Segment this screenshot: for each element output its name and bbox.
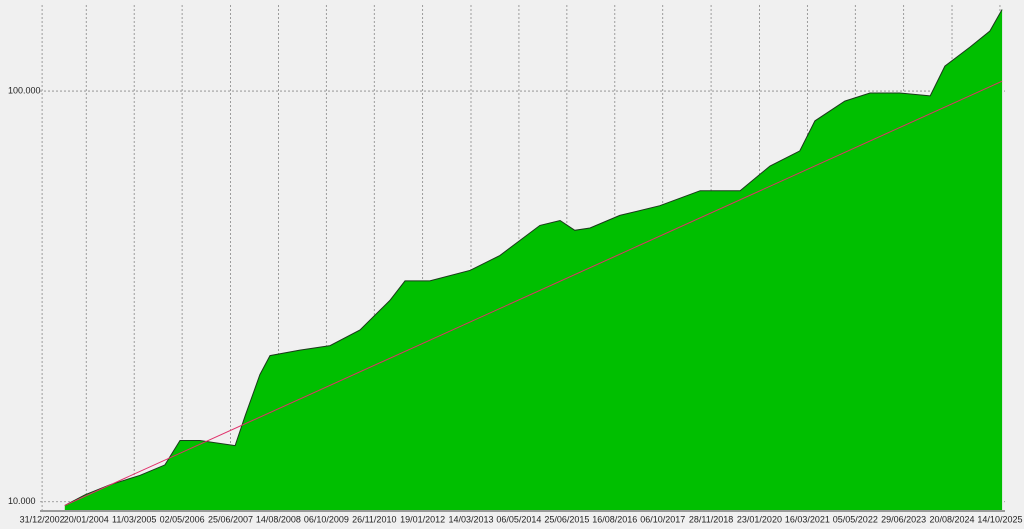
x-tick-label: 11/03/2005 — [112, 514, 156, 524]
x-tick-label: 20/08/2024 — [929, 514, 974, 524]
labels: 10.000 100.000 31/12/2002 20/01/2004 11/03/2… — [8, 85, 1022, 524]
x-tick-label: 06/10/2009 — [304, 514, 349, 524]
x-tick-label: 29/06/2023 — [881, 514, 926, 524]
marks — [64, 9, 1003, 510]
trend-line — [64, 80, 1003, 506]
x-tick-label: 16/03/2021 — [785, 514, 830, 524]
x-tick-label: 28/11/2018 — [689, 514, 733, 524]
y-tick-label: 10.000 — [8, 496, 36, 506]
x-tick-label: 23/01/2020 — [737, 514, 782, 524]
x-tick-label: 02/05/2006 — [160, 514, 205, 524]
y-tick-label: 100.000 — [8, 85, 41, 95]
x-tick-label: 25/06/2015 — [544, 514, 589, 524]
x-tick-label: 26/11/2010 — [352, 514, 396, 524]
x-tick-label: 14/03/2013 — [448, 514, 493, 524]
x-tick-label: 06/05/2014 — [496, 514, 541, 524]
x-tick-label: 06/10/2017 — [640, 514, 685, 524]
x-tick-label: 19/01/2012 — [400, 514, 445, 524]
x-tick-label: 14/10/2025 — [977, 514, 1022, 524]
x-tick-label: 16/08/2016 — [592, 514, 637, 524]
x-tick-label: 20/01/2004 — [64, 514, 109, 524]
x-tick-label: 14/08/2008 — [256, 514, 301, 524]
x-tick-label: 05/05/2022 — [833, 514, 878, 524]
area — [64, 9, 1003, 510]
x-tick-label: 25/06/2007 — [208, 514, 253, 524]
x-tick-label: 31/12/2002 — [20, 514, 65, 524]
